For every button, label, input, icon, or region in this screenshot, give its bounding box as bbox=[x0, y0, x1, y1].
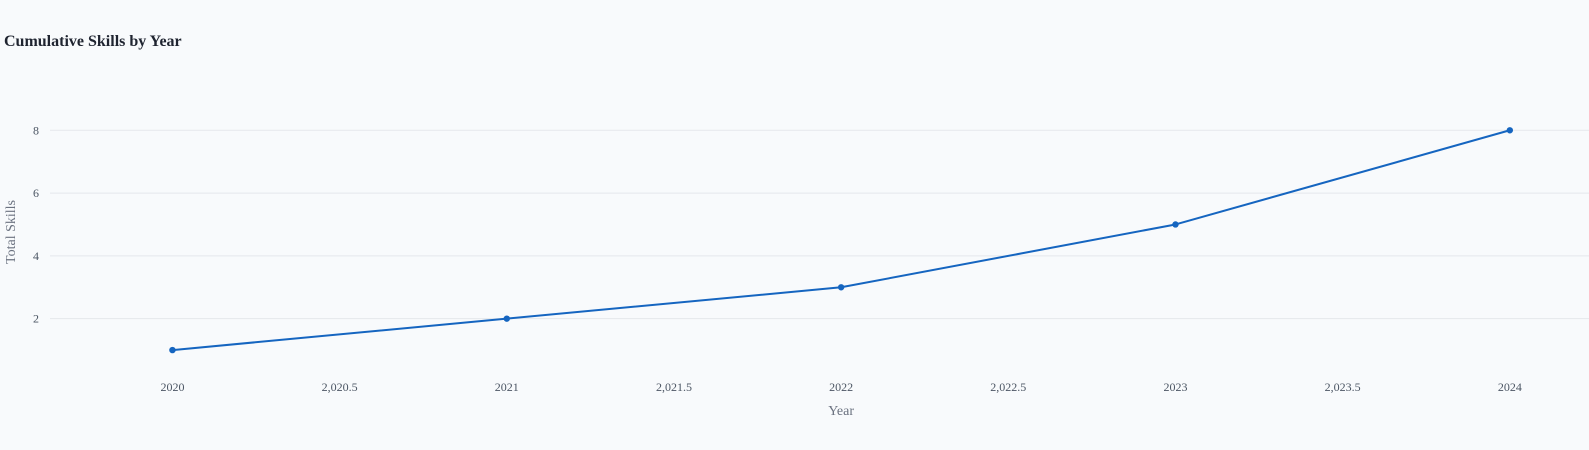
series-layer bbox=[169, 127, 1514, 354]
data-point[interactable] bbox=[837, 284, 845, 291]
y-tick-label: 8 bbox=[33, 123, 39, 137]
x-tick-label: 2,023.5 bbox=[1325, 380, 1361, 394]
data-point[interactable] bbox=[503, 315, 510, 322]
gridlines bbox=[50, 129, 1589, 320]
y-tick-label: 6 bbox=[33, 186, 39, 200]
x-tick-label: 2,021.5 bbox=[656, 380, 692, 394]
x-axis-ticks: 2020 2,020.5 2021 2,021.5 2022 2,022.5 2023 2,0… bbox=[160, 380, 1521, 394]
x-tick-label: 2,020.5 bbox=[322, 380, 358, 394]
y-axis-title: Total Skills bbox=[4, 200, 19, 264]
data-point[interactable] bbox=[1172, 221, 1179, 228]
x-tick-label: 2,022.5 bbox=[990, 380, 1026, 394]
y-tick-label: 2 bbox=[33, 312, 39, 326]
data-point[interactable] bbox=[169, 346, 176, 354]
y-tick-label: 4 bbox=[33, 249, 39, 263]
x-tick-label: 2020 bbox=[160, 380, 184, 394]
x-tick-label: 2021 bbox=[495, 380, 519, 394]
x-tick-label: 2024 bbox=[1498, 380, 1522, 394]
data-point[interactable] bbox=[1506, 127, 1514, 134]
series-line bbox=[172, 129, 1511, 352]
x-axis-title: Year bbox=[828, 404, 854, 419]
x-tick-label: 2022 bbox=[829, 380, 853, 394]
chart-title: Cumulative Skills by Year bbox=[4, 33, 182, 50]
x-tick-label: 2023 bbox=[1163, 380, 1187, 394]
y-axis-ticks: 2 4 6 8 bbox=[33, 123, 39, 325]
